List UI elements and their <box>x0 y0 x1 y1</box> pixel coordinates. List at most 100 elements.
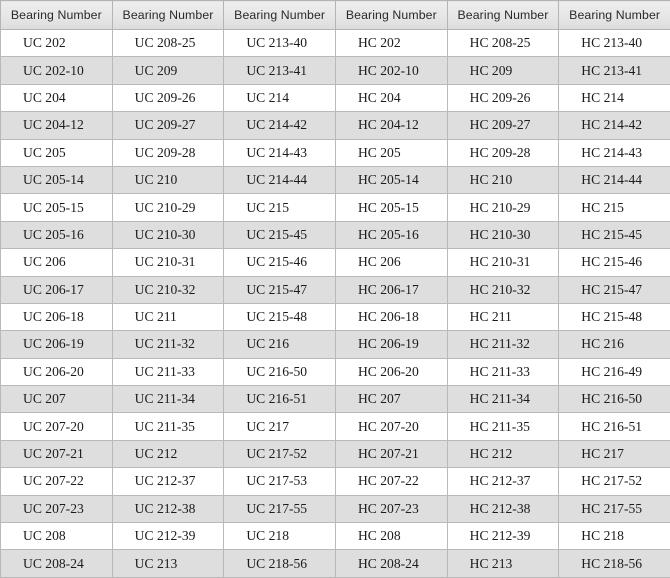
bearing-cell: UC 211-32 <box>112 331 224 358</box>
bearing-cell: UC 206-18 <box>1 303 113 330</box>
bearing-cell: HC 209 <box>447 57 559 84</box>
column-header-5: Bearing Number <box>447 1 559 30</box>
bearing-cell: UC 209-26 <box>112 84 224 111</box>
table-row: UC 206-19 UC 211-32 UC 216 HC 206-19 HC … <box>1 331 670 358</box>
bearing-cell: HC 214-43 <box>559 139 670 166</box>
bearing-cell: HC 215-45 <box>559 221 670 248</box>
bearing-cell: HC 213-40 <box>559 30 670 57</box>
bearing-cell: HC 204 <box>335 84 447 111</box>
bearing-cell: UC 210 <box>112 166 224 193</box>
bearing-cell: UC 205-15 <box>1 194 113 221</box>
bearing-cell: HC 210 <box>447 166 559 193</box>
bearing-cell: HC 211-33 <box>447 358 559 385</box>
bearing-cell: UC 212 <box>112 440 224 467</box>
bearing-cell: HC 205-15 <box>335 194 447 221</box>
table-row: UC 207 UC 211-34 UC 216-51 HC 207 HC 211… <box>1 386 670 413</box>
bearing-cell: UC 214 <box>224 84 336 111</box>
bearing-cell: UC 209-28 <box>112 139 224 166</box>
bearing-cell: HC 204-12 <box>335 112 447 139</box>
bearing-cell: HC 211-32 <box>447 331 559 358</box>
bearing-cell: UC 209-27 <box>112 112 224 139</box>
column-header-4: Bearing Number <box>335 1 447 30</box>
bearing-cell: HC 207-21 <box>335 440 447 467</box>
bearing-cell: UC 216-50 <box>224 358 336 385</box>
bearing-cell: UC 206-19 <box>1 331 113 358</box>
bearing-cell: UC 209 <box>112 57 224 84</box>
bearing-cell: HC 217-55 <box>559 495 670 522</box>
bearing-cell: HC 213-41 <box>559 57 670 84</box>
bearing-cell: HC 209-26 <box>447 84 559 111</box>
column-header-1: Bearing Number <box>1 1 113 30</box>
bearing-cell: UC 215-45 <box>224 221 336 248</box>
bearing-cell: UC 217 <box>224 413 336 440</box>
bearing-cell: UC 214-43 <box>224 139 336 166</box>
bearing-cell: UC 207-22 <box>1 468 113 495</box>
table-row: UC 206-20 UC 211-33 UC 216-50 HC 206-20 … <box>1 358 670 385</box>
bearing-cell: HC 215-48 <box>559 303 670 330</box>
table-body: UC 202 UC 208-25 UC 213-40 HC 202 HC 208… <box>1 30 670 578</box>
table-row: UC 205-14 UC 210 UC 214-44 HC 205-14 HC … <box>1 166 670 193</box>
table-row: UC 208-24 UC 213 UC 218-56 HC 208-24 HC … <box>1 550 670 577</box>
table-row: UC 205-15 UC 210-29 UC 215 HC 205-15 HC … <box>1 194 670 221</box>
bearing-cell: HC 216-49 <box>559 358 670 385</box>
bearing-cell: UC 211 <box>112 303 224 330</box>
table-header-row: Bearing Number Bearing Number Bearing Nu… <box>1 1 670 30</box>
bearing-cell: HC 216-50 <box>559 386 670 413</box>
table-row: UC 207-20 UC 211-35 UC 217 HC 207-20 HC … <box>1 413 670 440</box>
bearing-cell: UC 205 <box>1 139 113 166</box>
table-row: UC 208 UC 212-39 UC 218 HC 208 HC 212-39… <box>1 523 670 550</box>
bearing-cell: UC 206-20 <box>1 358 113 385</box>
table-row: UC 206 UC 210-31 UC 215-46 HC 206 HC 210… <box>1 249 670 276</box>
bearing-cell: UC 213-41 <box>224 57 336 84</box>
column-header-3: Bearing Number <box>224 1 336 30</box>
table-row: UC 207-22 UC 212-37 UC 217-53 HC 207-22 … <box>1 468 670 495</box>
bearing-cell: UC 207-20 <box>1 413 113 440</box>
table-header: Bearing Number Bearing Number Bearing Nu… <box>1 1 670 30</box>
column-header-2: Bearing Number <box>112 1 224 30</box>
table-row: UC 206-18 UC 211 UC 215-48 HC 206-18 HC … <box>1 303 670 330</box>
bearing-cell: UC 204-12 <box>1 112 113 139</box>
bearing-cell: HC 210-30 <box>447 221 559 248</box>
bearing-cell: HC 208-24 <box>335 550 447 577</box>
bearing-cell: HC 206-19 <box>335 331 447 358</box>
bearing-cell: UC 216 <box>224 331 336 358</box>
bearing-cell: HC 206-18 <box>335 303 447 330</box>
bearing-cell: UC 218-56 <box>224 550 336 577</box>
bearing-cell: HC 213 <box>447 550 559 577</box>
bearing-cell: HC 210-32 <box>447 276 559 303</box>
bearing-cell: UC 217-55 <box>224 495 336 522</box>
bearing-cell: HC 202 <box>335 30 447 57</box>
bearing-cell: UC 210-32 <box>112 276 224 303</box>
bearing-cell: HC 207-23 <box>335 495 447 522</box>
bearing-cell: UC 205-16 <box>1 221 113 248</box>
bearing-cell: HC 210-29 <box>447 194 559 221</box>
column-header-6: Bearing Number <box>559 1 670 30</box>
bearing-cell: UC 206 <box>1 249 113 276</box>
bearing-cell: UC 207 <box>1 386 113 413</box>
bearing-cell: UC 204 <box>1 84 113 111</box>
bearing-cell: UC 202 <box>1 30 113 57</box>
bearing-cell: UC 217-52 <box>224 440 336 467</box>
table-row: UC 202-10 UC 209 UC 213-41 HC 202-10 HC … <box>1 57 670 84</box>
table-row: UC 202 UC 208-25 UC 213-40 HC 202 HC 208… <box>1 30 670 57</box>
bearing-cell: UC 207-23 <box>1 495 113 522</box>
bearing-cell: UC 202-10 <box>1 57 113 84</box>
table-row: UC 206-17 UC 210-32 UC 215-47 HC 206-17 … <box>1 276 670 303</box>
bearing-cell: UC 214-42 <box>224 112 336 139</box>
bearing-cell: UC 211-34 <box>112 386 224 413</box>
table-row: UC 204-12 UC 209-27 UC 214-42 HC 204-12 … <box>1 112 670 139</box>
bearing-cell: UC 205-14 <box>1 166 113 193</box>
bearing-cell: UC 212-38 <box>112 495 224 522</box>
table-row: UC 205-16 UC 210-30 UC 215-45 HC 205-16 … <box>1 221 670 248</box>
bearing-cell: HC 210-31 <box>447 249 559 276</box>
bearing-cell: UC 213 <box>112 550 224 577</box>
bearing-cell: UC 207-21 <box>1 440 113 467</box>
bearing-cell: UC 215-47 <box>224 276 336 303</box>
bearing-cell: HC 205-14 <box>335 166 447 193</box>
table-row: UC 207-23 UC 212-38 UC 217-55 HC 207-23 … <box>1 495 670 522</box>
bearing-cell: HC 205-16 <box>335 221 447 248</box>
bearing-cell: UC 210-29 <box>112 194 224 221</box>
bearing-cell: HC 214-44 <box>559 166 670 193</box>
bearing-cell: HC 215-47 <box>559 276 670 303</box>
